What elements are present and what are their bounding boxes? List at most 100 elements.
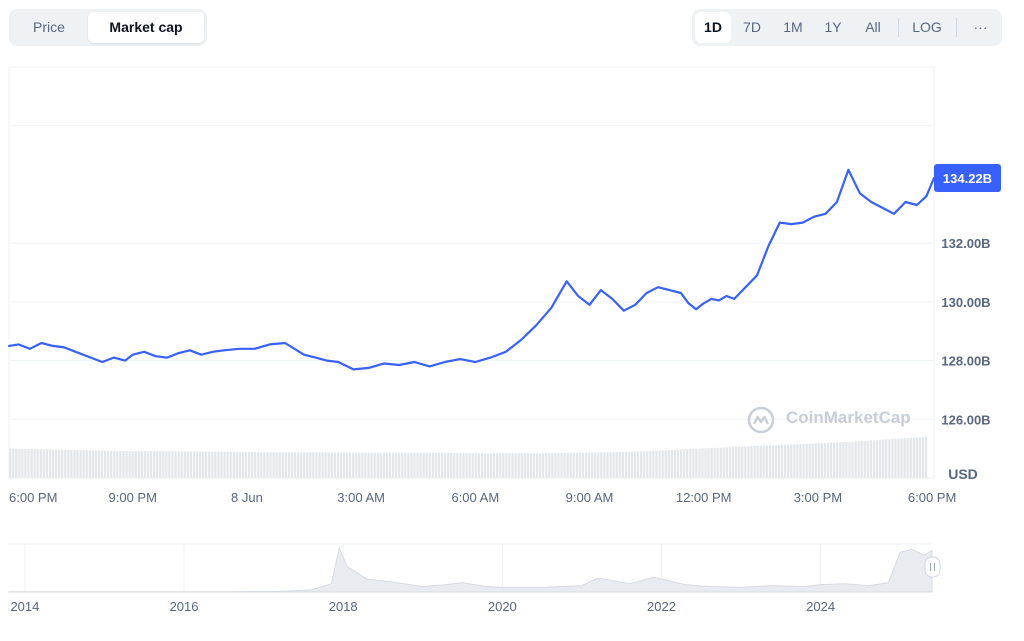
- volume-bar: [229, 451, 232, 478]
- volume-bar: [474, 453, 477, 478]
- volume-bar: [682, 449, 686, 478]
- volume-bar: [912, 437, 915, 478]
- x-tick-label: 9:00 PM: [109, 490, 157, 505]
- volume-bar: [321, 452, 324, 478]
- volume-bar: [226, 451, 229, 478]
- volume-bar: [735, 446, 738, 478]
- volume-bar: [670, 449, 673, 478]
- volume-bar: [391, 452, 395, 478]
- volume-bar: [704, 448, 707, 478]
- market-cap-line: [7, 168, 936, 371]
- volume-bar: [168, 451, 171, 478]
- volume-bar: [542, 453, 545, 478]
- volume-bar: [140, 451, 143, 478]
- volume-bar: [76, 450, 79, 478]
- volume-bar: [367, 452, 370, 478]
- tab-market-cap[interactable]: Market cap: [88, 12, 204, 43]
- volume-bar: [661, 450, 664, 478]
- volume-bar: [633, 451, 637, 478]
- volume-bar: [894, 438, 897, 478]
- volume-bar: [149, 451, 153, 478]
- navigator-handle[interactable]: [924, 556, 941, 578]
- volume-bar: [728, 447, 732, 478]
- volume-bar: [103, 450, 107, 478]
- volume-bar: [796, 444, 799, 478]
- volume-bar: [97, 450, 101, 478]
- volume-bar: [171, 451, 174, 478]
- volume-bar: [349, 452, 352, 478]
- range-1d-button[interactable]: 1D: [695, 12, 731, 43]
- volume-bar: [88, 450, 91, 478]
- volume-bar: [551, 453, 554, 478]
- volume-bar: [459, 453, 462, 478]
- volume-bar: [612, 452, 615, 478]
- volume-bar: [416, 452, 419, 478]
- log-scale-button[interactable]: LOG: [912, 19, 942, 35]
- volume-bar: [241, 452, 245, 478]
- more-options-button[interactable]: ···: [973, 19, 988, 35]
- volume-bar: [401, 452, 404, 478]
- watermark-text: CoinMarketCap: [786, 408, 911, 427]
- volume-bar: [502, 453, 505, 478]
- volume-bar: [882, 439, 885, 478]
- navigator-area: [8, 546, 933, 593]
- volume-bar: [284, 452, 287, 478]
- volume-bar: [100, 450, 104, 478]
- volume-bar: [741, 446, 744, 478]
- volume-bar: [373, 452, 376, 478]
- volume-bar: [296, 452, 300, 478]
- volume-bar: [388, 452, 392, 478]
- volume-bar: [918, 437, 922, 478]
- volume-bar: [73, 450, 76, 478]
- volume-bar: [578, 452, 582, 478]
- volume-bar: [921, 437, 925, 478]
- volume-bar: [85, 450, 88, 478]
- volume-bar: [30, 449, 33, 478]
- volume-bar: [266, 452, 269, 478]
- range-1y-button[interactable]: 1Y: [824, 19, 842, 35]
- volume-bar: [854, 441, 857, 478]
- volume-bar: [379, 452, 382, 478]
- y-tick-label: 130.00B: [941, 295, 990, 310]
- volume-bar: [232, 451, 235, 478]
- volume-bar: [618, 451, 621, 478]
- volume-bar: [419, 452, 422, 478]
- volume-bar: [119, 451, 122, 478]
- volume-bar: [753, 446, 756, 478]
- navigator-tick-label: 2024: [806, 599, 835, 614]
- range-7d-button[interactable]: 7D: [743, 19, 761, 35]
- volume-bar: [165, 451, 168, 478]
- volume-bar: [499, 453, 502, 478]
- range-1m-button[interactable]: 1M: [783, 19, 803, 35]
- volume-bar: [450, 453, 453, 478]
- volume-bar: [768, 445, 771, 478]
- time-range-selector: 1D 7D 1M 1Y All LOG ···: [692, 9, 1002, 46]
- volume-bar: [275, 452, 278, 478]
- volume-bar: [866, 440, 869, 478]
- volume-bar: [211, 451, 214, 478]
- x-tick-label: 6:00 PM: [9, 490, 57, 505]
- tab-price[interactable]: Price: [33, 19, 65, 35]
- volume-bar: [845, 442, 848, 478]
- volume-bar: [42, 449, 45, 478]
- volume-bar: [278, 452, 281, 478]
- volume-bar: [453, 453, 456, 478]
- volume-bar: [407, 452, 410, 478]
- volume-bar: [915, 437, 919, 478]
- volume-bar: [300, 452, 303, 478]
- volume-bar: [110, 450, 113, 478]
- volume-bar: [606, 452, 609, 478]
- volume-bar: [738, 446, 741, 478]
- volume-bar: [627, 451, 631, 478]
- volume-bar: [183, 451, 186, 478]
- volume-bar: [201, 451, 205, 478]
- x-tick-label: 8 Jun: [231, 490, 263, 505]
- range-all-button[interactable]: All: [865, 19, 881, 35]
- navigator-tick-label: 2022: [647, 599, 676, 614]
- volume-bar: [462, 453, 465, 478]
- volume-bar: [220, 451, 223, 478]
- volume-bar: [468, 453, 471, 478]
- volume-bar: [447, 453, 450, 478]
- volume-bar: [793, 444, 796, 478]
